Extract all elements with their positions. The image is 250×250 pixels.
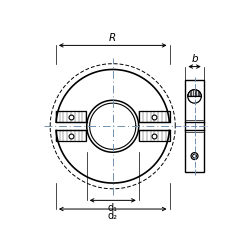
Bar bbox=[56, 112, 86, 122]
Bar bbox=[56, 130, 86, 141]
Text: d₁: d₁ bbox=[108, 203, 118, 213]
Bar bbox=[139, 130, 170, 141]
Text: b: b bbox=[191, 54, 198, 64]
Wedge shape bbox=[188, 90, 201, 96]
Text: d₂: d₂ bbox=[108, 211, 118, 221]
Bar bbox=[139, 112, 170, 122]
Text: R: R bbox=[109, 33, 116, 43]
Bar bbox=[186, 80, 204, 172]
